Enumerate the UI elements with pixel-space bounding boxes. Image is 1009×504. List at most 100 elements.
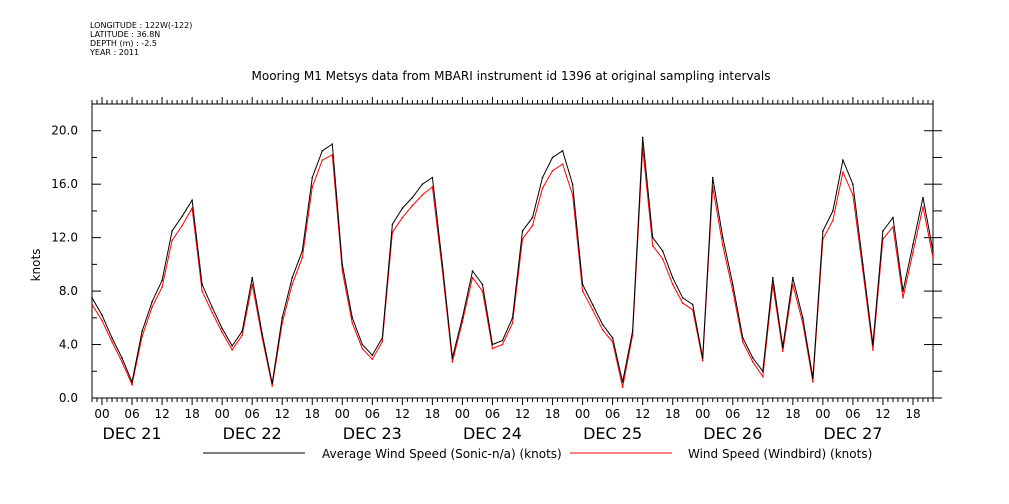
x-day-label: DEC 24 bbox=[463, 424, 522, 443]
data-point-windbird-wind-speed bbox=[651, 244, 654, 247]
data-point-windbird-wind-speed bbox=[291, 283, 294, 286]
data-point-windbird-wind-speed bbox=[91, 303, 93, 306]
data-point-average-wind-speed bbox=[491, 343, 494, 346]
data-point-average-wind-speed bbox=[852, 183, 854, 185]
data-point-average-wind-speed bbox=[561, 149, 564, 152]
data-point-average-wind-speed bbox=[131, 381, 133, 383]
data-point-average-wind-speed bbox=[431, 176, 434, 179]
data-point-average-wind-speed bbox=[531, 216, 534, 219]
x-tick-label: 06 bbox=[605, 407, 620, 421]
data-point-windbird-wind-speed bbox=[491, 347, 494, 350]
data-point-windbird-wind-speed bbox=[912, 251, 914, 254]
data-point-average-wind-speed bbox=[541, 176, 544, 179]
x-tick-label: 06 bbox=[845, 407, 860, 421]
data-point-average-wind-speed bbox=[812, 377, 814, 379]
data-point-average-wind-speed bbox=[721, 236, 724, 239]
data-point-average-wind-speed bbox=[471, 270, 474, 272]
data-point-average-wind-speed bbox=[591, 303, 594, 306]
data-point-windbird-wind-speed bbox=[531, 224, 534, 227]
data-point-windbird-wind-speed bbox=[671, 283, 674, 286]
data-point-average-wind-speed bbox=[391, 223, 394, 226]
x-day-label: DEC 26 bbox=[703, 424, 762, 443]
data-point-average-wind-speed bbox=[691, 303, 694, 306]
data-point-average-wind-speed bbox=[912, 243, 914, 246]
data-point-average-wind-speed bbox=[101, 314, 103, 316]
data-point-average-wind-speed bbox=[892, 216, 894, 219]
data-point-windbird-wind-speed bbox=[872, 349, 874, 351]
data-point-windbird-wind-speed bbox=[161, 286, 163, 288]
data-point-windbird-wind-speed bbox=[481, 290, 484, 292]
longitude-label: LONGITUDE : 122W(-122) bbox=[90, 21, 193, 30]
legend: Average Wind Speed (Sonic-n/a) (knots) Wi… bbox=[203, 447, 872, 461]
data-point-average-wind-speed bbox=[751, 357, 754, 359]
depth-label: DEPTH (m) : -2.5 bbox=[90, 39, 157, 48]
data-point-average-wind-speed bbox=[601, 323, 604, 326]
data-point-windbird-wind-speed bbox=[541, 187, 544, 189]
data-point-windbird-wind-speed bbox=[421, 194, 424, 196]
data-point-windbird-wind-speed bbox=[361, 347, 364, 350]
x-tick-label: 18 bbox=[905, 407, 920, 421]
data-point-average-wind-speed bbox=[782, 346, 784, 349]
data-point-windbird-wind-speed bbox=[511, 322, 514, 324]
data-point-average-wind-speed bbox=[281, 317, 284, 319]
x-tick-label: 00 bbox=[815, 407, 830, 421]
data-point-average-wind-speed bbox=[761, 370, 764, 373]
data-point-windbird-wind-speed bbox=[461, 321, 464, 323]
y-tick-label: 8.0 bbox=[59, 284, 78, 298]
data-point-windbird-wind-speed bbox=[471, 276, 474, 279]
data-point-windbird-wind-speed bbox=[101, 319, 103, 322]
data-point-average-wind-speed bbox=[701, 357, 704, 359]
data-point-windbird-wind-speed bbox=[201, 290, 203, 292]
y-tick-label: 16.0 bbox=[51, 177, 78, 191]
data-point-average-wind-speed bbox=[772, 276, 774, 279]
year-label: YEAR : 2011 bbox=[90, 48, 140, 57]
data-point-average-wind-speed bbox=[411, 196, 414, 199]
data-point-average-wind-speed bbox=[611, 337, 614, 339]
data-point-windbird-wind-speed bbox=[551, 170, 554, 172]
data-point-windbird-wind-speed bbox=[812, 381, 814, 383]
data-point-average-wind-speed bbox=[241, 330, 243, 332]
x-day-label: DEC 21 bbox=[103, 424, 162, 443]
x-tick-label: 00 bbox=[335, 407, 350, 421]
data-point-windbird-wind-speed bbox=[731, 290, 734, 292]
x-tick-label: 18 bbox=[545, 407, 560, 421]
data-point-average-wind-speed bbox=[461, 317, 464, 319]
data-point-windbird-wind-speed bbox=[171, 239, 173, 242]
data-point-average-wind-speed bbox=[401, 207, 404, 210]
data-point-average-wind-speed bbox=[731, 283, 734, 286]
x-day-label: DEC 23 bbox=[343, 424, 402, 443]
data-point-average-wind-speed bbox=[421, 183, 424, 185]
data-point-windbird-wind-speed bbox=[761, 375, 764, 378]
y-tick-label: 12.0 bbox=[51, 231, 78, 245]
y-tick-label: 4.0 bbox=[59, 338, 78, 352]
x-tick-label: 12 bbox=[635, 407, 650, 421]
data-point-average-wind-speed bbox=[481, 283, 484, 286]
chart-title: Mooring M1 Metsys data from MBARI instru… bbox=[252, 69, 771, 83]
data-point-average-wind-speed bbox=[832, 210, 834, 212]
x-tick-label: 18 bbox=[184, 407, 199, 421]
data-point-average-wind-speed bbox=[581, 283, 584, 286]
data-point-windbird-wind-speed bbox=[842, 171, 844, 173]
data-point-average-wind-speed bbox=[201, 283, 203, 286]
y-tick-label: 20.0 bbox=[51, 124, 78, 138]
data-point-average-wind-speed bbox=[641, 136, 644, 139]
latitude-label: LATITUDE : 36.8N bbox=[90, 30, 161, 39]
data-point-windbird-wind-speed bbox=[131, 383, 133, 386]
data-point-windbird-wind-speed bbox=[621, 386, 624, 389]
data-point-average-wind-speed bbox=[191, 199, 193, 202]
data-point-average-wind-speed bbox=[361, 343, 364, 346]
data-point-windbird-wind-speed bbox=[221, 331, 223, 334]
data-point-average-wind-speed bbox=[902, 290, 904, 292]
x-tick-label: 06 bbox=[725, 407, 740, 421]
data-point-average-wind-speed bbox=[882, 230, 884, 232]
data-point-average-wind-speed bbox=[651, 236, 654, 239]
data-point-average-wind-speed bbox=[161, 279, 163, 282]
data-point-windbird-wind-speed bbox=[211, 311, 213, 314]
data-point-windbird-wind-speed bbox=[721, 244, 724, 247]
x-tick-label: 12 bbox=[515, 407, 530, 421]
data-point-average-wind-speed bbox=[671, 276, 674, 279]
data-point-windbird-wind-speed bbox=[591, 309, 594, 311]
data-point-average-wind-speed bbox=[681, 296, 684, 299]
x-tick-label: 00 bbox=[575, 407, 590, 421]
data-point-average-wind-speed bbox=[932, 250, 934, 252]
